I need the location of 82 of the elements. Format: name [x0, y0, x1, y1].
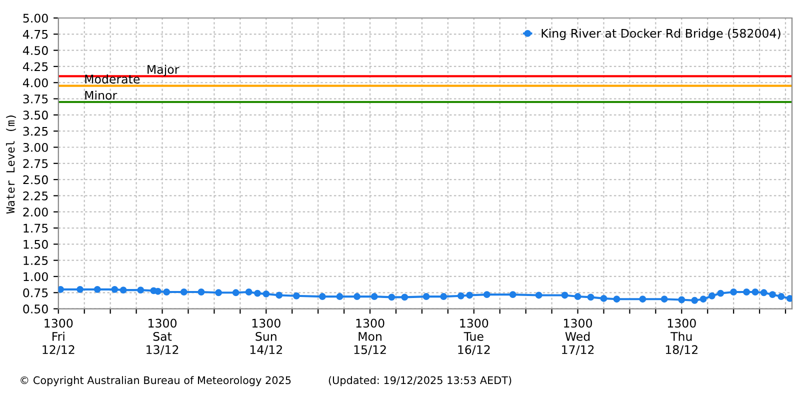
point: [561, 292, 568, 299]
point: [422, 293, 430, 300]
point: [760, 289, 768, 296]
point: [752, 288, 759, 296]
ref-line-label: Minor: [85, 90, 118, 100]
point: [466, 292, 474, 299]
y-tick-label: 3.00: [23, 142, 48, 152]
x-tick-label: 1300 Sat 13/12: [146, 318, 178, 356]
y-tick-label: 3.50: [23, 110, 48, 120]
point: [509, 291, 516, 298]
y-tick-label: 1.75: [24, 224, 48, 233]
point: [388, 294, 396, 301]
point: [678, 296, 686, 304]
y-tick-label: 1.25: [24, 256, 48, 265]
x-tick-label: 1300 Mon 15/12: [354, 318, 386, 356]
point: [154, 288, 162, 295]
y-tick-label: 2.75: [23, 159, 48, 168]
point: [94, 286, 101, 293]
x-tick-label: 1300 Tue 16/12: [458, 318, 490, 356]
y-tick-label: 5.00: [23, 14, 48, 23]
point: [660, 296, 668, 303]
point: [786, 294, 792, 302]
legend-label: King River at Docker Rd Bridge (582004): [542, 28, 780, 40]
point: [708, 292, 716, 300]
point: [58, 286, 64, 293]
point: [613, 296, 620, 303]
point: [600, 294, 608, 302]
y-tick-label: 4.25: [22, 62, 48, 72]
x-tick-label: 1300 Sun 14/12: [250, 318, 282, 356]
point: [700, 296, 707, 303]
point: [245, 288, 252, 296]
point: [198, 288, 205, 296]
point: [574, 293, 582, 300]
point: [254, 290, 261, 297]
y-tick-label: 0.75: [23, 288, 48, 298]
point: [483, 291, 490, 298]
x-tick-label: 1300 Fri 12/12: [42, 318, 74, 356]
y-tick-label: 2.25: [23, 191, 48, 200]
point: [232, 289, 240, 296]
point: [730, 288, 738, 296]
point: [769, 291, 776, 298]
point: [457, 292, 464, 300]
ref-line-label: Moderate: [85, 74, 140, 84]
point: [717, 290, 724, 297]
point: [76, 286, 84, 293]
x-tick-label: 1300 Wed 17/12: [562, 318, 594, 356]
y-axis-title: Water Level (m): [6, 116, 16, 214]
point: [276, 292, 283, 299]
y-tick-label: 4.75: [22, 30, 48, 39]
text: © Copyright Australian Bureau of Meteorology 2025: [20, 376, 291, 386]
point: [336, 293, 344, 300]
point: [292, 292, 300, 300]
point: [318, 293, 326, 300]
y-tick-label: 4.00: [22, 78, 48, 88]
point: [111, 286, 118, 293]
y-tick-label: 4.50: [22, 46, 48, 55]
point: [401, 294, 408, 301]
point: [639, 296, 646, 303]
y-tick-label: 3.25: [23, 126, 48, 136]
x-tick-label: 1300 Thu 18/12: [666, 318, 698, 356]
point: [163, 288, 170, 296]
point: [440, 293, 448, 300]
ref-line-label: Major: [148, 64, 180, 76]
point: [535, 292, 542, 299]
point: [262, 290, 270, 298]
y-tick-label: 1.00: [24, 272, 48, 282]
point: [137, 286, 144, 294]
y-tick-label: 3.75: [23, 94, 48, 104]
point: [691, 296, 698, 304]
point: [215, 289, 222, 296]
point: [354, 293, 361, 300]
point: [370, 293, 378, 300]
text: (Updated: 19/12/2025 13:53 AEDT): [328, 376, 512, 386]
y-tick-label: 2.00: [23, 208, 48, 217]
y-tick-label: 0.50: [23, 304, 48, 314]
point: [587, 294, 594, 301]
point: [778, 293, 785, 300]
point: [743, 288, 750, 296]
y-tick-label: 1.50: [24, 240, 48, 249]
y-tick-label: 2.50: [23, 175, 48, 184]
point: [120, 286, 127, 294]
point: [180, 288, 188, 296]
